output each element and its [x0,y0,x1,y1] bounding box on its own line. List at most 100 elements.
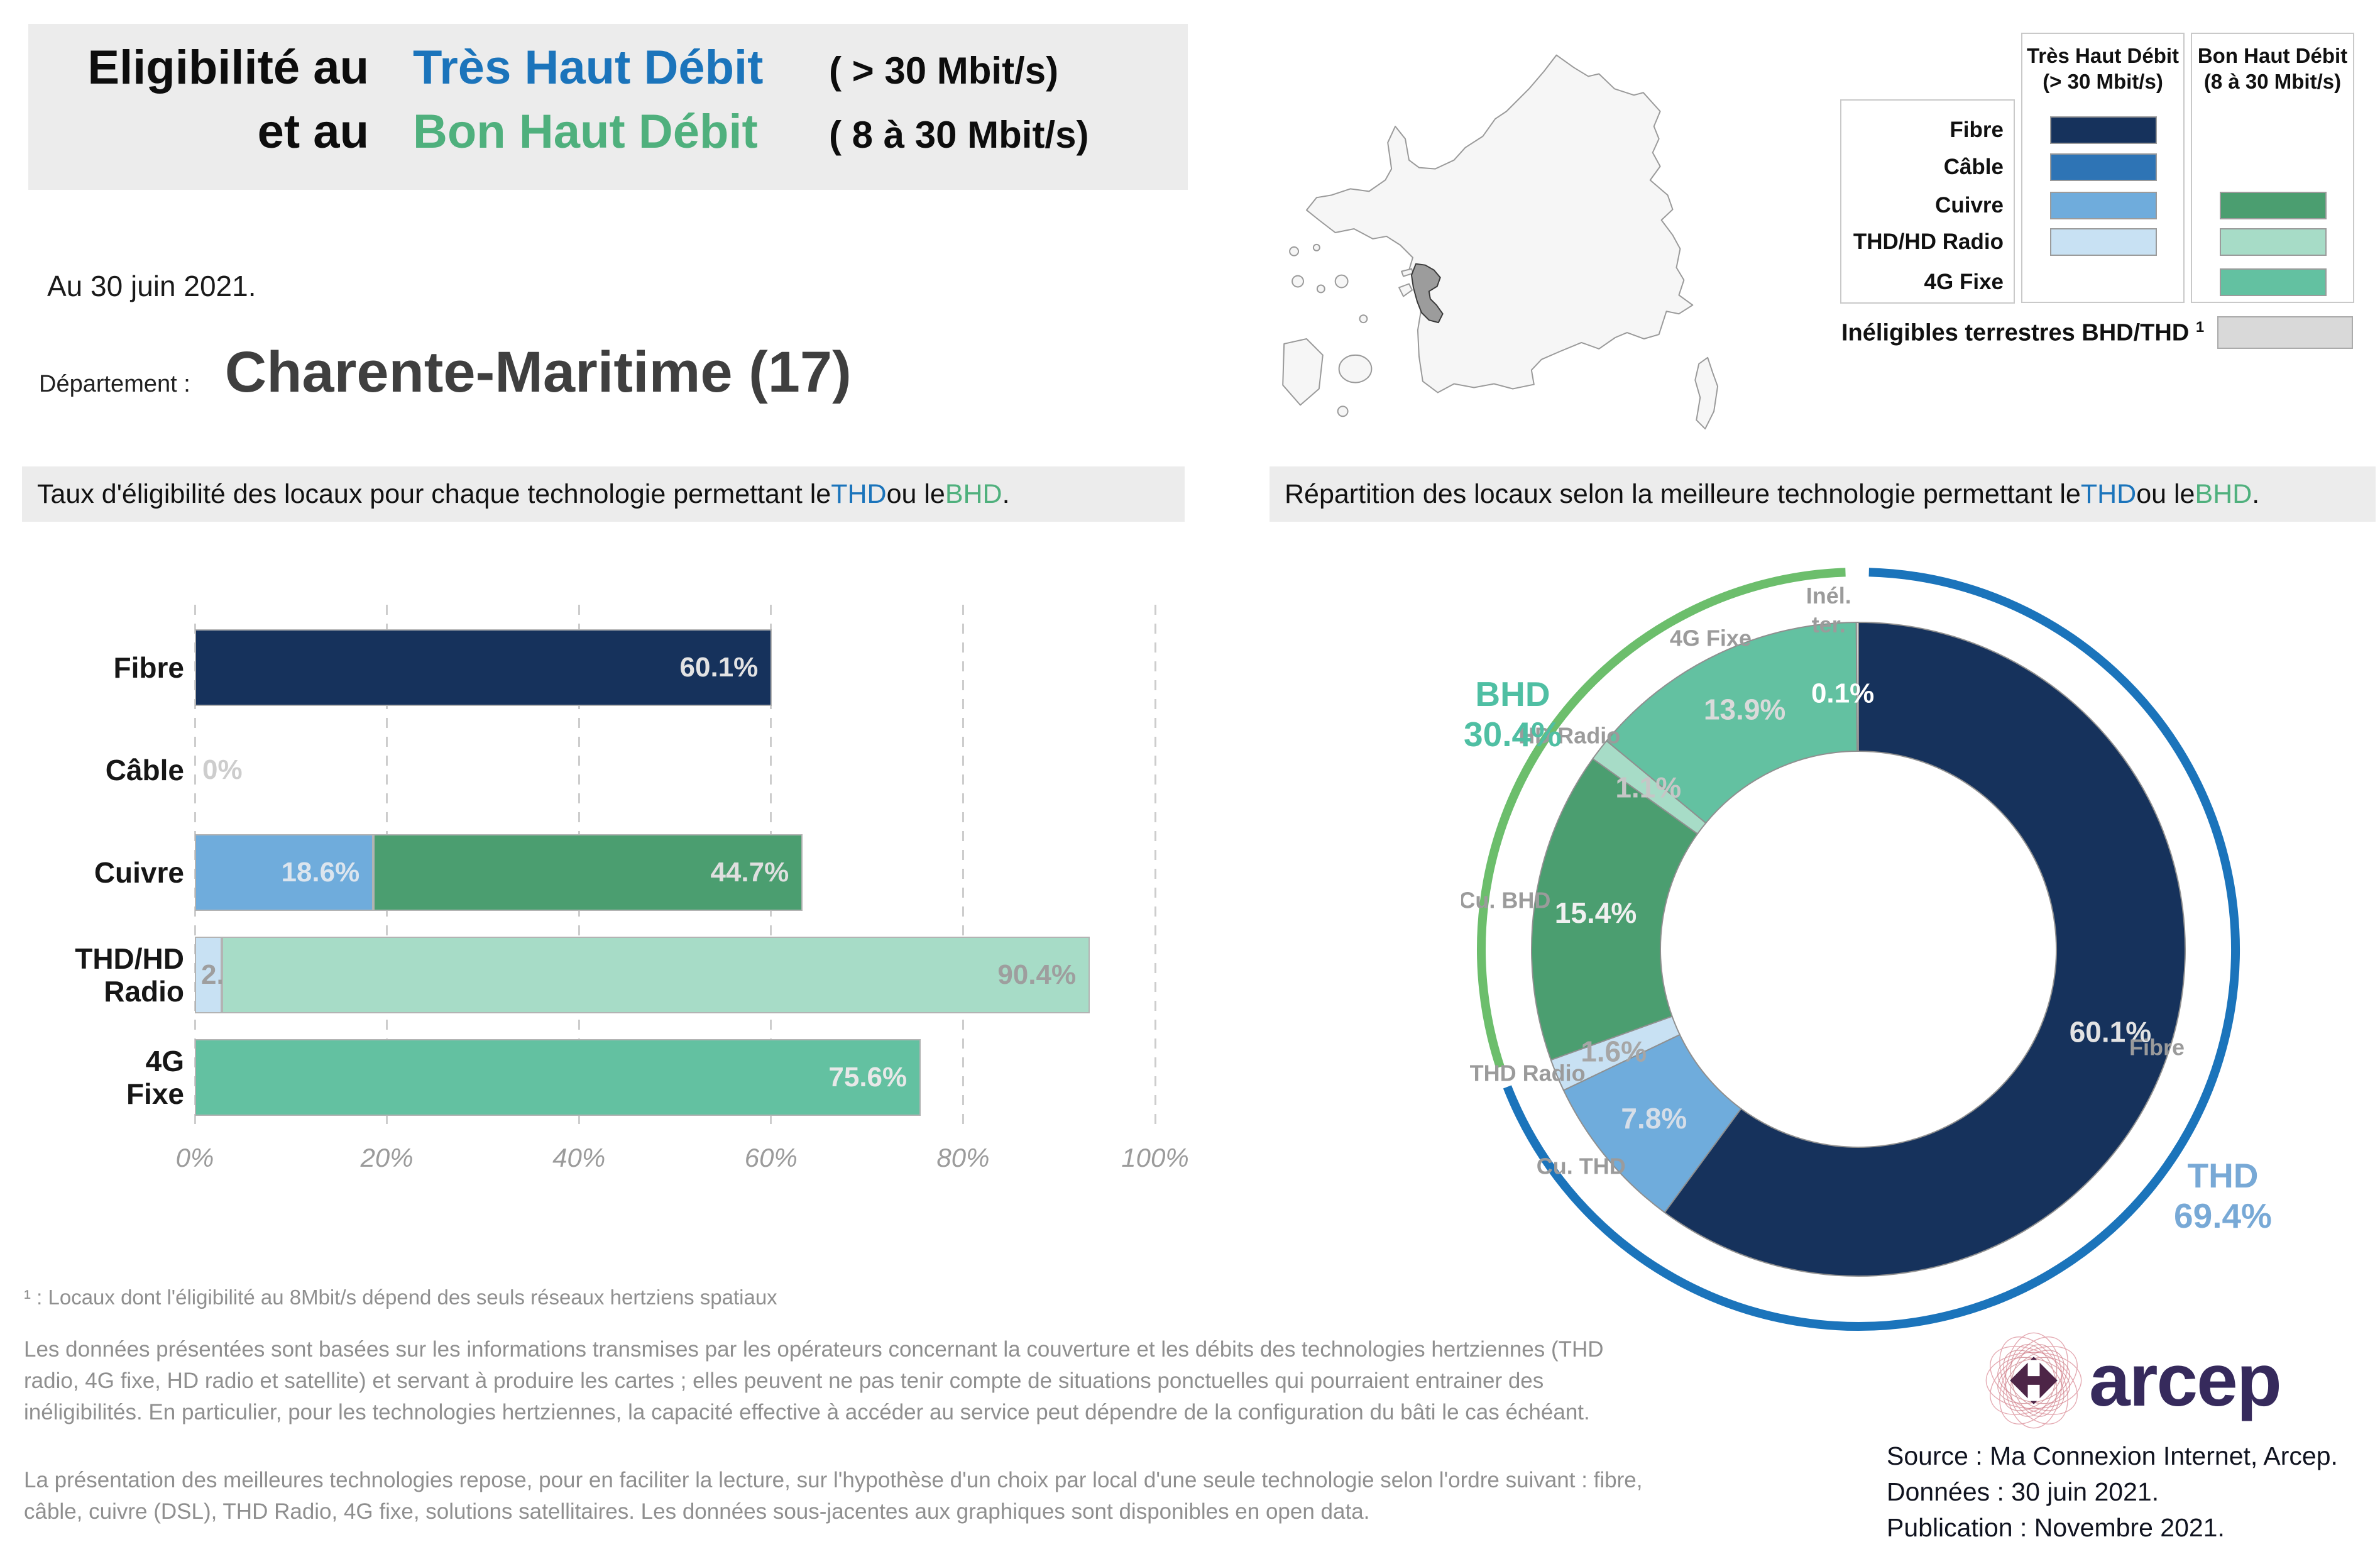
x-tick-label: 60% [744,1143,798,1172]
grid-line [962,605,964,1132]
source-line: Données : 30 juin 2021. [1887,1477,2159,1506]
donut-pct-label: 15.4% [1555,896,1637,929]
bar-category-label: Câble [105,754,184,786]
ineligibles-label: Inéligibles terrestres BHD/THD 1 [1841,319,2205,346]
subtitle-left-bhd: BHD [945,478,1002,509]
legend-thd-column: Très Haut Débit (> 30 Mbit/s) [2021,33,2185,303]
donut-pct-label: 0.1% [1811,678,1874,708]
subtitle-right-pre: Répartition des locaux selon la meilleur… [1285,478,2081,509]
subtitle-left-mid: ou le [886,478,945,509]
x-tick-label: 20% [360,1143,414,1172]
subtitle-left-end: . [1002,478,1010,509]
legend-swatch-thd [2050,192,2157,219]
donut-slice [1531,757,1699,1061]
donut-slice [1664,621,2186,1277]
legend-swatch-thd [2050,153,2157,181]
overseas-territory [1282,338,1324,406]
arcep-logo: arcep [1980,1325,2282,1435]
donut-outer-arc [1477,568,1846,1069]
donut-outer-label: Inél. ter. [1806,582,1851,637]
bar-category-label: 4G Fixe [126,1045,184,1110]
bar-category-label: Cuivre [94,856,184,889]
department-name: Charente-Maritime (17) [224,340,852,404]
legend-row-label: Fibre [1950,118,2004,142]
x-tick-label: 100% [1121,1143,1189,1172]
legend-bhd-header-line2: (8 à 30 Mbit/s) [2203,70,2342,93]
date-note: Au 30 juin 2021. [47,270,256,302]
france-map [1282,54,1719,430]
subtitle-left-pre: Taux d'éligibilité des locaux pour chaqu… [37,478,831,509]
corsica [1694,356,1719,430]
legend-bhd-header-line1: Bon Haut Débit [2197,44,2348,67]
arcep-logo-text: arcep [2089,1338,2282,1422]
donut-chart-subtitle: Répartition des locaux selon la meilleur… [1270,466,2376,522]
title-line-1: Eligibilité au Très Haut Débit ( > 30 Mb… [60,40,1188,104]
charente-maritime-region [1410,263,1444,324]
footnote-paragraph-1: Les données présentées sont basées sur l… [24,1337,1604,1424]
donut-slice [1605,622,1858,824]
donut-pct-label: 1.6% [1581,1035,1647,1068]
bar-segment [195,834,374,911]
donut-pct-label: 7.8% [1621,1102,1687,1135]
legend-thd-header-line2: (> 30 Mbit/s) [2043,70,2163,93]
bhd-total-label: BHD 30.4% [1464,675,1562,754]
donut-outer-label: THD Radio [1470,1060,1586,1086]
thd-total-label: THD 69.4% [2174,1156,2272,1235]
legend-thd-header: Très Haut Débit (> 30 Mbit/s) [2022,34,2183,94]
legend-bhd-column: Bon Haut Débit (8 à 30 Mbit/s) [2191,33,2354,303]
subtitle-right-bhd: BHD [2195,478,2252,509]
title-line1-thd: Très Haut Débit [413,41,764,94]
department-label: Département : [39,371,190,397]
arcep-logo-spirograph-icon [1985,1332,2082,1428]
ineligibles-footnote-ref: 1 [2195,319,2205,336]
subtitle-right-thd: THD [2080,478,2137,509]
france-mainland [1305,54,1694,394]
footnote-paragraph-2: La présentation des meilleures technolog… [24,1468,1643,1524]
title-block: Eligibilité au Très Haut Débit ( > 30 Mb… [28,24,1188,190]
bar-value-label: 90.4% [997,959,1077,990]
ineligibles-swatch [2217,316,2353,349]
source-block: Source : Ma Connexion Internet, Arcep. D… [1887,1438,2338,1546]
bar-value-label: 75.6% [828,1062,908,1093]
donut-outer-label: 4G Fixe [1670,625,1752,651]
legend-swatch-bhd [2220,192,2327,219]
donut-chart: 60.1% 7.8% 1.6% 15.4% 1.1% 13.9% 0.1% Fibre Cu. … [1461,568,2240,1331]
subtitle-left-thd: THD [831,478,887,509]
legend-thd-header-line1: Très Haut Débit [2026,44,2180,67]
title-line-2: et au Bon Haut Débit ( 8 à 30 Mbit/s) [60,104,1188,168]
donut-pct-label: 13.9% [1704,693,1785,726]
bar-segment [195,937,222,1013]
legend-labels-box: Fibre Câble Cuivre THD/HD Radio 4G Fixe [1840,99,2015,304]
legend-row-label: Câble [1943,155,2004,179]
bar-category-label: THD/HD Radio [75,942,184,1008]
donut-pct-label: 1.1% [1615,771,1681,803]
donut-pct-label: 60.1% [2070,1016,2151,1049]
bar-segment [373,834,803,911]
legend-swatch-thd [2050,228,2157,256]
x-tick-label: 80% [936,1143,990,1172]
bar-value-label: 60.1% [679,652,759,683]
bar-chart-plot: 0%20%40%60%80%100%60.1%0%18.6%44.7%2.8%9… [176,605,1189,1172]
donut-outer-label: Fibre [2129,1035,2185,1060]
legend-row-label: THD/HD Radio [1853,229,2004,254]
donut-outer-arc [1503,568,2240,1331]
department-line: Département : Charente-Maritime (17) [39,339,852,405]
legend-swatch-thd [2050,116,2157,144]
footnote-1: ¹ : Locaux dont l'éligibilité au 8Mbit/s… [24,1286,777,1309]
bar-chart-category-labels: Fibre Câble Cuivre THD/HD Radio 4G Fixe [9,605,184,1132]
subtitle-right-end: . [2252,478,2260,509]
x-tick-label: 40% [552,1143,606,1172]
x-tick-label: 0% [175,1143,214,1172]
source-line: Source : Ma Connexion Internet, Arcep. [1887,1441,2338,1470]
legend-swatch-bhd [2220,268,2327,296]
source-line: Publication : Novembre 2021. [1887,1513,2225,1542]
title-line2-black: et au [257,105,369,158]
donut-outer-label: Cu. THD [1537,1153,1626,1179]
donut-outer-label: HD Radio [1518,722,1620,748]
bar-segment [221,937,1090,1013]
bar-segment [195,629,772,706]
legend-row-label: Cuivre [1935,193,2004,218]
bar-category-label: Fibre [113,651,184,684]
bar-zero-label: 0% [202,754,243,785]
